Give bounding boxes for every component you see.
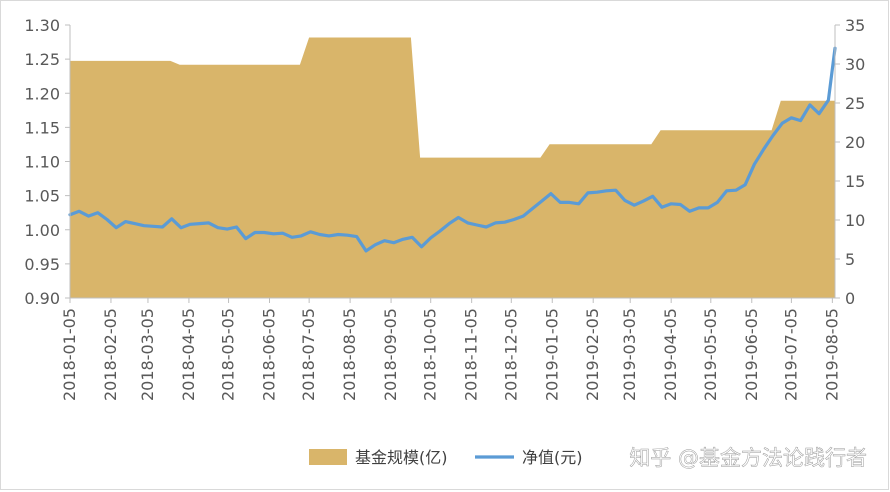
y-right-tick-label: 15 <box>845 172 865 191</box>
y-left-tick-label: 1.05 <box>24 187 60 206</box>
y-right-tick-label: 0 <box>845 289 855 308</box>
x-tick-label: 2019-06-05 <box>742 308 761 401</box>
y-left-tick-label: 1.25 <box>24 50 60 69</box>
y-left-tick-label: 1.20 <box>24 84 60 103</box>
y-right-tick-label: 25 <box>845 94 865 113</box>
y-right-tick-label: 5 <box>845 250 855 269</box>
nav-line <box>68 46 837 253</box>
y-right-tick-label: 20 <box>845 133 865 152</box>
x-tick-label: 2019-02-05 <box>583 308 602 401</box>
x-tick-label: 2018-09-05 <box>381 308 400 401</box>
x-tick-label: 2018-02-05 <box>101 308 120 401</box>
y-left-tick-label: 1.30 <box>24 16 60 35</box>
x-tick-label: 2018-06-05 <box>260 308 279 401</box>
line-layer <box>68 46 837 253</box>
x-tick-label: 2018-08-05 <box>340 308 359 401</box>
legend: 基金规模(亿) 净值(元) <box>309 448 583 467</box>
y-right-tick-label: 35 <box>845 16 865 35</box>
area-layer <box>70 37 835 298</box>
x-tick-label: 2018-10-05 <box>421 308 440 401</box>
x-tick-label: 2018-05-05 <box>219 308 238 401</box>
x-tick-label: 2019-08-05 <box>822 308 841 401</box>
x-tick-label: 2018-03-05 <box>138 308 157 401</box>
x-tick-label: 2018-07-05 <box>299 308 318 401</box>
x-tick-label: 2019-04-05 <box>661 308 680 401</box>
x-tick-label: 2019-01-05 <box>542 308 561 401</box>
y-right-tick-label: 10 <box>845 211 865 230</box>
watermark-text: 知乎 @基金方法论践行者 <box>629 446 867 470</box>
y-right-tick-label: 30 <box>845 55 865 74</box>
watermark: 知乎 @基金方法论践行者 <box>629 446 867 471</box>
legend-label-nav: 净值(元) <box>522 448 583 467</box>
x-tick-label: 2018-12-05 <box>501 308 520 401</box>
y-left-tick-label: 0.90 <box>24 289 60 308</box>
x-tick-label: 2019-07-05 <box>781 308 800 401</box>
x-tick-label: 2019-03-05 <box>620 308 639 401</box>
x-tick-label: 2018-04-05 <box>179 308 198 401</box>
axes-layer: 0.90 0.95 1.00 1.05 1.10 1.15 1.20 1.25 1.30 0 5 10… <box>24 16 865 401</box>
legend-label-fund-size: 基金规模(亿) <box>355 448 448 467</box>
x-tick-label: 2019-05-05 <box>701 308 720 401</box>
y-left-tick-label: 1.10 <box>24 153 60 172</box>
fund-size-area <box>70 37 835 298</box>
y-left-tick-label: 1.15 <box>24 118 60 137</box>
x-tick-label: 2018-11-05 <box>462 308 481 401</box>
legend-swatch-fund-size <box>309 449 347 465</box>
y-left-tick-label: 0.95 <box>24 255 60 274</box>
x-tick-label: 2018-01-05 <box>60 308 79 401</box>
y-left-tick-label: 1.00 <box>24 221 60 240</box>
